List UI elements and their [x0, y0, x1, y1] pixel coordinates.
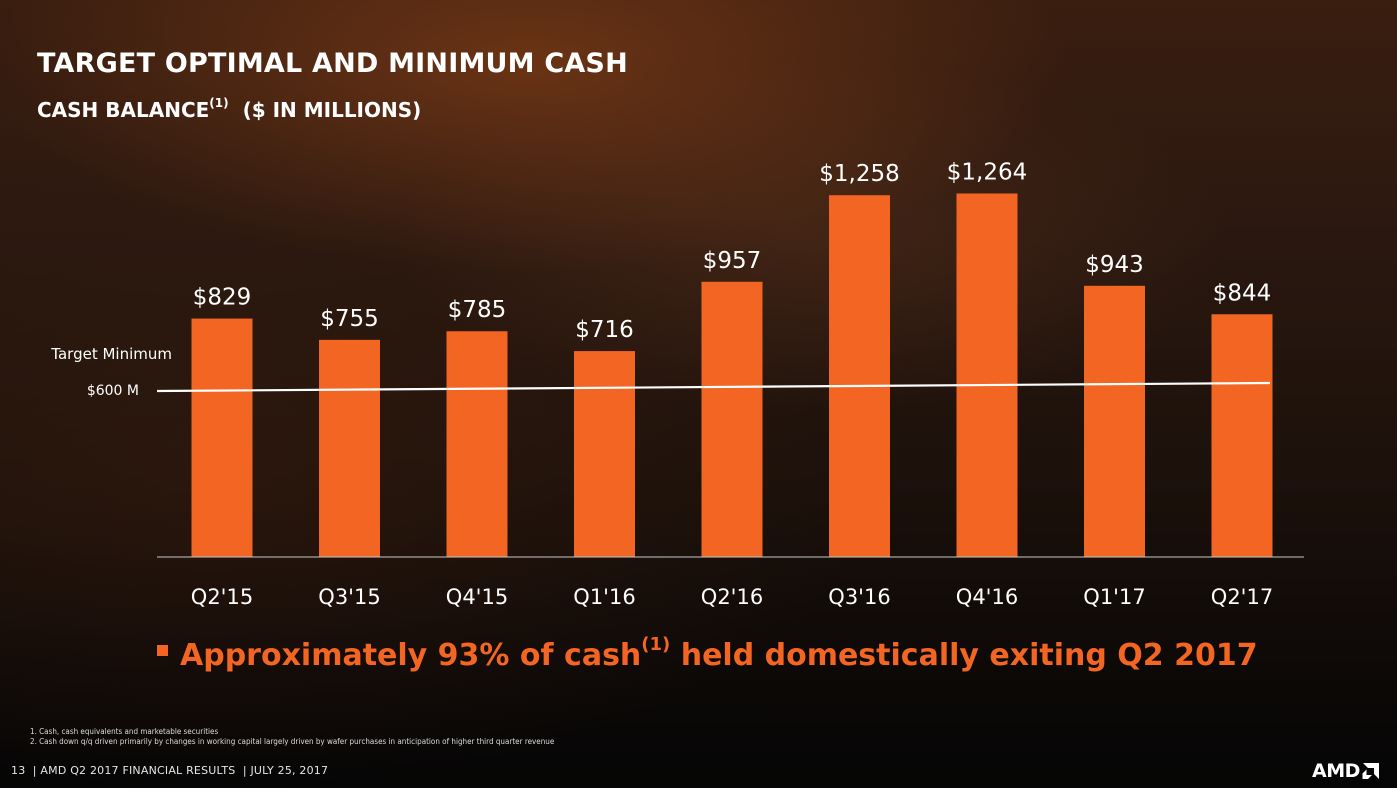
data-label-0: $829: [193, 285, 252, 311]
amd-logo: AMD: [1312, 760, 1379, 782]
data-label-2: $785: [448, 297, 507, 323]
target-minimum-line: [156, 381, 1271, 393]
key-takeaway: Approximately 93% of cash(1) held domest…: [157, 634, 1258, 673]
takeaway-text-after: held domestically exiting Q2 2017: [670, 638, 1258, 673]
page-subtitle: CASH BALANCE(1) ($ IN MILLIONS): [37, 96, 422, 122]
subtitle-footnote-ref: (1): [209, 96, 229, 111]
footer-divider-2: |: [239, 764, 251, 777]
data-label-3: $716: [575, 317, 634, 343]
bar-6: [956, 193, 1018, 557]
footnotes: 1. Cash, cash equivalents and marketable…: [30, 727, 554, 747]
x-tick-label-5: Q3'16: [828, 585, 890, 609]
x-tick-label-3: Q1'16: [573, 585, 635, 609]
x-tick-label-1: Q3'15: [318, 585, 380, 609]
page-number: 13: [11, 764, 26, 777]
logo-text: AMD: [1312, 760, 1360, 782]
x-tick-label-2: Q4'15: [446, 585, 508, 609]
bar-1: [319, 339, 380, 557]
data-label-8: $844: [1213, 280, 1272, 306]
x-tick-label-7: Q1'17: [1083, 585, 1145, 609]
x-tick-label-4: Q2'16: [701, 585, 763, 609]
footnote-1: 1. Cash, cash equivalents and marketable…: [30, 727, 219, 736]
bar-3: [574, 351, 635, 557]
data-label-4: $957: [703, 248, 762, 274]
slide-footer: 13 | AMD Q2 2017 FINANCIAL RESULTS | JUL…: [11, 764, 328, 777]
data-label-7: $943: [1085, 252, 1144, 278]
x-tick-label-0: Q2'15: [191, 585, 253, 609]
footnote-2: 2. Cash down q/q driven primarily by cha…: [30, 737, 555, 746]
subtitle-main: CASH BALANCE: [37, 98, 210, 122]
bar-4: [701, 281, 763, 557]
cash-balance-chart: $829 Q2'15 $755 Q3'15 $785 Q4'15 $716 Q1'16 $957…: [50, 159, 1304, 609]
reference-line-value: $600 M: [87, 383, 139, 399]
amd-arrow-icon: [1362, 762, 1379, 779]
data-label-5: $1,258: [819, 161, 899, 187]
x-tick-label-8: Q2'17: [1211, 585, 1273, 609]
bar-5: [829, 195, 890, 557]
takeaway-text-before: Approximately 93% of cash: [180, 638, 642, 673]
data-label-1: $755: [320, 306, 379, 332]
reference-line-label: Target Minimum: [50, 345, 172, 363]
bar-8: [1211, 314, 1273, 557]
footer-divider: |: [29, 764, 41, 777]
bar-0: [191, 318, 253, 557]
bar-2: [446, 331, 508, 557]
footer-title: AMD Q2 2017 FINANCIAL RESULTS: [40, 764, 236, 777]
subtitle-units: ($ IN MILLIONS): [242, 98, 422, 122]
footer-date: JULY 25, 2017: [250, 764, 329, 777]
takeaway-footnote-ref: (1): [641, 634, 671, 655]
page-title: TARGET OPTIMAL AND MINIMUM CASH: [37, 48, 628, 79]
x-tick-label-6: Q4'16: [956, 585, 1018, 609]
bullet-square-icon: [157, 645, 168, 656]
data-label-6: $1,264: [947, 159, 1027, 185]
bar-7: [1084, 285, 1145, 557]
